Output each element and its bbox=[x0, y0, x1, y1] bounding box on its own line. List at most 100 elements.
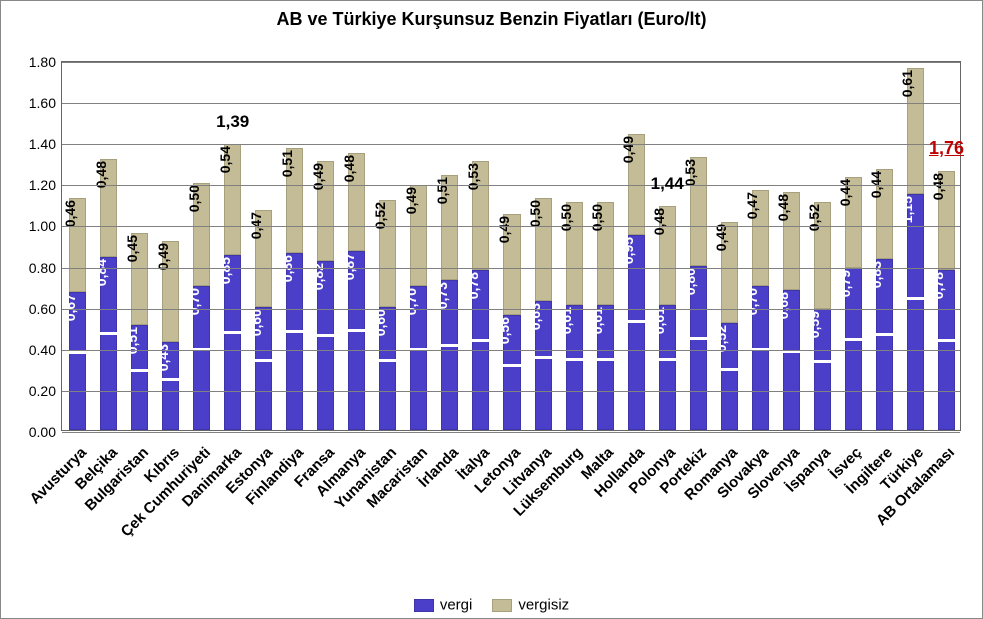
bar-gap bbox=[596, 358, 615, 361]
bar-value-vergi: 0,52 bbox=[713, 325, 729, 352]
bar-value-vergisiz: 0,53 bbox=[682, 159, 698, 186]
bar-value-vergi: 0,70 bbox=[403, 288, 419, 315]
bar-value-vergi: 0,56 bbox=[496, 317, 512, 344]
bar-value-vergi: 0,79 bbox=[837, 270, 853, 297]
bar-value-vergisiz: 0,46 bbox=[62, 200, 78, 227]
bar-group: 1,150,61Türkiye bbox=[907, 68, 924, 430]
bar-value-vergi: 0,83 bbox=[868, 261, 884, 288]
y-tick-label: 1.60 bbox=[29, 95, 56, 111]
bar-value-vergisiz: 0,44 bbox=[837, 179, 853, 206]
bar-value-vergisiz: 0,49 bbox=[713, 224, 729, 251]
bar-value-vergi: 1,15 bbox=[899, 196, 915, 223]
y-tick-label: 0.80 bbox=[29, 260, 56, 276]
gridline bbox=[62, 391, 960, 392]
y-tick-label: 1.40 bbox=[29, 136, 56, 152]
chart-title: AB ve Türkiye Kurşunsuz Benzin Fiyatları… bbox=[1, 1, 982, 30]
bar-gap bbox=[285, 330, 304, 333]
bar-value-vergi: 0,95 bbox=[620, 237, 636, 264]
bar-gap bbox=[658, 358, 677, 361]
gridline bbox=[62, 432, 960, 433]
bar-gap bbox=[502, 364, 521, 367]
bar-value-vergi: 0,68 bbox=[775, 292, 791, 319]
legend-label: vergi bbox=[440, 597, 473, 614]
bar-value-vergisiz: 0,48 bbox=[651, 208, 667, 235]
bar-gap bbox=[378, 359, 397, 362]
bar-group: 0,630,50Litvanya bbox=[535, 198, 552, 430]
gridline bbox=[62, 309, 960, 310]
bar-value-vergisiz: 0,48 bbox=[775, 194, 791, 221]
bar-value-vergisiz: 0,48 bbox=[930, 173, 946, 200]
bar-group: 0,840,48Belçika bbox=[100, 159, 117, 430]
bar-value-vergi: 0,61 bbox=[558, 307, 574, 334]
gridline bbox=[62, 144, 960, 145]
bar-group: 0,600,47Estonya bbox=[255, 210, 272, 430]
bar-gap bbox=[937, 339, 956, 342]
bar-value-vergisiz: 0,49 bbox=[496, 216, 512, 243]
bar-gap bbox=[627, 320, 646, 323]
bar-gap bbox=[347, 329, 366, 332]
bar-gap bbox=[534, 356, 553, 359]
bar-group: 0,610,48Polonya bbox=[659, 206, 676, 430]
bar-gap bbox=[906, 297, 925, 300]
bar-value-vergi: 0,78 bbox=[465, 272, 481, 299]
bar-value-vergisiz: 0,48 bbox=[93, 161, 109, 188]
bar-total-callout: 1,39 bbox=[216, 112, 249, 132]
y-tick-label: 1.00 bbox=[29, 218, 56, 234]
bar-value-vergi: 0,63 bbox=[527, 303, 543, 330]
bar-value-vergisiz: 0,50 bbox=[186, 185, 202, 212]
bar-gap bbox=[813, 360, 832, 363]
bar-gap bbox=[68, 351, 87, 354]
bar-group: 0,610,50Malta bbox=[597, 202, 614, 430]
bar-value-vergi: 0,61 bbox=[589, 307, 605, 334]
bar-group: 0,600,52Yunanistan bbox=[379, 200, 396, 430]
legend: vergi vergisiz bbox=[1, 596, 982, 614]
legend-swatch bbox=[492, 599, 512, 612]
bar-group: 0,520,49Romanya bbox=[721, 222, 738, 430]
bar-gap bbox=[440, 344, 459, 347]
bar-segment-vergi bbox=[907, 194, 924, 430]
bar-gap bbox=[161, 378, 180, 381]
bar-value-vergisiz: 0,51 bbox=[279, 150, 295, 177]
bar-value-vergi: 0,70 bbox=[744, 288, 760, 315]
gridline bbox=[62, 226, 960, 227]
bar-value-vergisiz: 0,54 bbox=[217, 146, 233, 173]
bar-total-callout: 1,44 bbox=[651, 174, 684, 194]
y-tick-label: 1.80 bbox=[29, 54, 56, 70]
bar-group: 0,800,53Portekiz bbox=[690, 157, 707, 430]
bar-value-vergi: 0,70 bbox=[186, 288, 202, 315]
bar-value-vergisiz: 0,50 bbox=[527, 200, 543, 227]
bar-value-vergi: 0,43 bbox=[155, 344, 171, 371]
bar-group: 0,430,49Kıbrıs bbox=[162, 241, 179, 430]
bar-value-vergisiz: 0,52 bbox=[372, 202, 388, 229]
bar-group: 0,670,46Avusturya bbox=[69, 198, 86, 430]
y-tick-label: 1.20 bbox=[29, 177, 56, 193]
legend-label: vergisiz bbox=[518, 597, 569, 614]
plot-area: 0,670,46Avusturya 0,840,48Belçika 0,510,45… bbox=[61, 61, 961, 431]
bar-value-vergisiz: 0,51 bbox=[434, 177, 450, 204]
bar-group: 0,510,45Bulgaristan bbox=[131, 233, 148, 430]
bar-gap bbox=[875, 333, 894, 336]
bar-value-vergi: 0,61 bbox=[651, 307, 667, 334]
legend-item-vergi: vergi bbox=[414, 596, 473, 614]
bar-value-vergi: 0,60 bbox=[372, 309, 388, 336]
bar-value-vergisiz: 0,47 bbox=[744, 192, 760, 219]
bar-group: 0,560,49Letonya bbox=[503, 214, 520, 430]
bar-group: 0,850,54Danimarka bbox=[224, 144, 241, 430]
bar-value-vergi: 0,59 bbox=[806, 311, 822, 338]
y-tick-label: 0.40 bbox=[29, 342, 56, 358]
bar-gap bbox=[99, 332, 118, 335]
gridline bbox=[62, 103, 960, 104]
bar-gap bbox=[254, 359, 273, 362]
bar-group: 0,590,52İspanya bbox=[814, 202, 831, 430]
bar-total-callout: 1,76 bbox=[929, 138, 964, 159]
bar-gap bbox=[223, 331, 242, 334]
bar-value-vergisiz: 0,49 bbox=[620, 136, 636, 163]
bar-gap bbox=[130, 369, 149, 372]
bar-value-vergi: 0,84 bbox=[93, 259, 109, 286]
bar-group: 0,950,49Hollanda bbox=[628, 134, 645, 430]
chart-container: AB ve Türkiye Kurşunsuz Benzin Fiyatları… bbox=[0, 0, 983, 619]
bar-group: 0,780,53İtalya bbox=[472, 161, 489, 430]
bar-group: 0,860,51Finlandiya bbox=[286, 148, 303, 430]
bar-gap bbox=[689, 337, 708, 340]
gridline bbox=[62, 268, 960, 269]
